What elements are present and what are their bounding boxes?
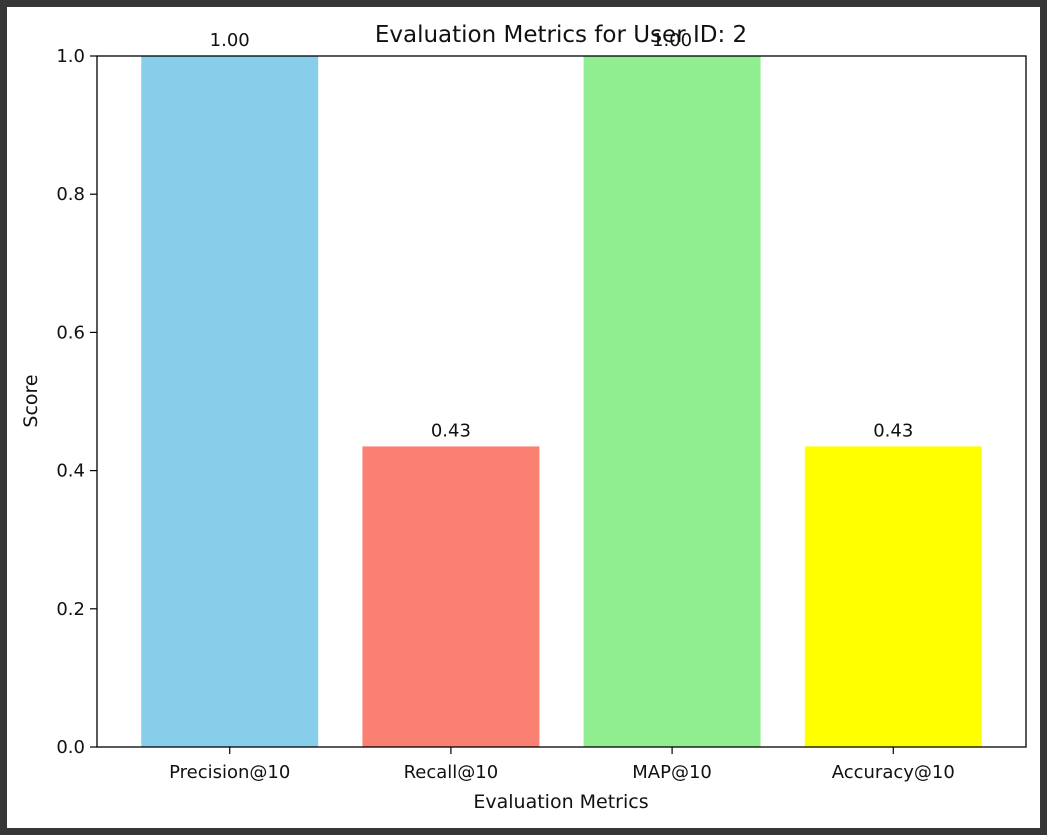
x-tick-label: Precision@10 <box>169 762 290 783</box>
y-tick-label: 0.6 <box>56 322 85 343</box>
bar-precision-10 <box>141 56 319 747</box>
bar-chart: Evaluation Metrics for User ID: 2 1.00 0.… <box>20 22 1027 813</box>
bar-map-10 <box>583 56 761 747</box>
y-axis-title: Score <box>20 374 42 427</box>
value-labels-group: 1.00 0.43 1.00 0.43 <box>210 30 914 441</box>
y-tick-label: 1.0 <box>56 46 85 67</box>
y-axis: 0.0 0.2 0.4 0.6 0.8 1.0 <box>56 46 97 758</box>
chart-title: Evaluation Metrics for User ID: 2 <box>375 22 747 48</box>
value-label: 0.43 <box>431 420 471 441</box>
bar-recall-10 <box>362 446 540 747</box>
x-tick-label: Recall@10 <box>404 762 499 783</box>
value-label: 1.00 <box>210 30 250 51</box>
bar-accuracy-10 <box>804 446 982 747</box>
bars-group <box>141 56 982 747</box>
plot-area-frame <box>96 55 1027 748</box>
x-tick-label: Accuracy@10 <box>832 762 955 783</box>
x-tick-label: MAP@10 <box>632 762 712 783</box>
x-axis-title: Evaluation Metrics <box>473 791 648 813</box>
x-axis: Precision@10 Recall@10 MAP@10 Accuracy@10 <box>169 747 955 783</box>
y-tick-label: 0.8 <box>56 184 85 205</box>
figure-canvas: Evaluation Metrics for User ID: 2 1.00 0.… <box>7 7 1040 828</box>
y-tick-label: 0.4 <box>56 461 85 482</box>
y-tick-label: 0.2 <box>56 599 85 620</box>
value-label: 0.43 <box>873 420 913 441</box>
y-tick-label: 0.0 <box>56 737 85 758</box>
value-label: 1.00 <box>652 30 692 51</box>
